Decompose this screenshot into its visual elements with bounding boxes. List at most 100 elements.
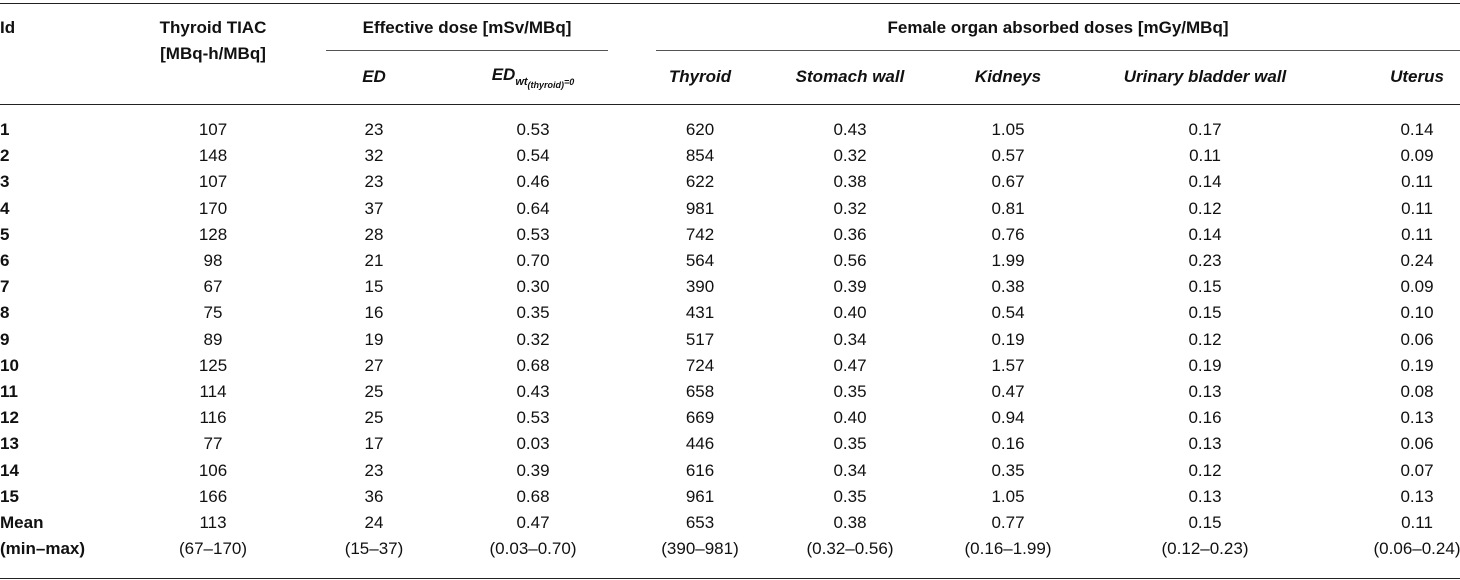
cell-stomach: 0.38: [833, 513, 867, 532]
cell-ed: 32: [364, 146, 384, 165]
cell-tiac: 166: [198, 487, 228, 506]
cell-id: Mean: [0, 513, 44, 532]
cell-ed: 19: [364, 330, 384, 349]
cell-edwt: 0.53: [516, 225, 550, 244]
cell-kidneys: 0.81: [991, 199, 1025, 218]
cell-ed: 25: [364, 408, 384, 427]
cell-bladder: 0.15: [1188, 513, 1222, 532]
cell-uterus: 0.06: [1400, 434, 1434, 453]
header-tiac-line2: [MBq-h/MBq]: [160, 44, 266, 63]
cell-kidneys: 1.57: [991, 356, 1025, 375]
cell-edwt: 0.46: [516, 172, 550, 191]
cell-uterus: 0.11: [1401, 225, 1433, 244]
cell-kidneys: (0.16–1.99): [964, 539, 1052, 558]
cell-tiac: 125: [198, 356, 228, 375]
cell-ed: 28: [364, 225, 384, 244]
cell-edwt: 0.30: [516, 277, 550, 296]
cell-id: 2: [0, 146, 10, 165]
header-id: Id: [0, 18, 16, 37]
cell-uterus: 0.24: [1400, 251, 1434, 270]
cell-id: 12: [0, 408, 19, 427]
header-kidneys: Kidneys: [974, 67, 1042, 86]
effective-dose-group-rule: [326, 50, 608, 51]
cell-tiac: 116: [199, 408, 227, 427]
cell-id: 10: [0, 356, 19, 375]
cell-ed: 23: [364, 461, 384, 480]
cell-id: 7: [0, 277, 10, 296]
cell-stomach: 0.36: [833, 225, 867, 244]
cell-kidneys: 1.05: [991, 487, 1025, 506]
cell-id: 13: [0, 434, 19, 453]
cell-bladder: 0.12: [1188, 330, 1222, 349]
cell-thyroid: 517: [685, 330, 715, 349]
cell-thyroid: 620: [685, 120, 715, 139]
cell-bladder: 0.17: [1188, 120, 1222, 139]
header-edwt-sub3: =0: [564, 77, 575, 87]
cell-edwt: 0.64: [516, 199, 550, 218]
cell-edwt: 0.68: [516, 487, 550, 506]
cell-uterus: 0.06: [1400, 330, 1434, 349]
cell-edwt: (0.03–0.70): [489, 539, 577, 558]
cell-thyroid: 658: [685, 382, 715, 401]
cell-ed: 15: [364, 277, 384, 296]
cell-tiac: (67–170): [178, 539, 248, 558]
cell-stomach: 0.56: [833, 251, 867, 270]
header-edwt: EDwt(thyroid)=0: [492, 65, 575, 90]
cell-tiac: 107: [198, 120, 228, 139]
header-edwt-sub2: (thyroid): [527, 80, 565, 90]
cell-kidneys: 0.54: [991, 303, 1025, 322]
cell-ed: 17: [364, 434, 384, 453]
cell-uterus: 0.14: [1400, 120, 1434, 139]
header-thyroid: Thyroid: [668, 67, 732, 86]
cell-tiac: 98: [203, 251, 223, 270]
cell-stomach: 0.40: [833, 303, 867, 322]
header-female-group: Female organ absorbed doses [mGy/MBq]: [887, 18, 1229, 37]
cell-tiac: 128: [198, 225, 228, 244]
cell-id: 11: [0, 382, 18, 401]
cell-ed: 24: [364, 513, 384, 532]
cell-bladder: 0.16: [1188, 408, 1222, 427]
cell-edwt: 0.03: [516, 434, 550, 453]
cell-uterus: (0.06–0.24): [1373, 539, 1460, 558]
cell-bladder: 0.23: [1188, 251, 1222, 270]
cell-edwt: 0.39: [516, 461, 550, 480]
cell-uterus: 0.11: [1401, 199, 1433, 218]
cell-thyroid: 446: [685, 434, 715, 453]
cell-thyroid: 742: [685, 225, 715, 244]
cell-thyroid: 724: [685, 356, 715, 375]
cell-bladder: 0.13: [1188, 434, 1222, 453]
cell-kidneys: 0.47: [991, 382, 1025, 401]
female-group-rule: [656, 50, 1460, 51]
cell-kidneys: 1.05: [991, 120, 1025, 139]
cell-kidneys: 0.77: [991, 513, 1025, 532]
cell-thyroid: 961: [685, 487, 715, 506]
cell-bladder: 0.12: [1188, 461, 1222, 480]
cell-kidneys: 0.35: [991, 461, 1025, 480]
cell-tiac: 170: [198, 199, 228, 218]
top-rule: [0, 3, 1460, 4]
cell-thyroid: 653: [685, 513, 715, 532]
cell-uterus: 0.09: [1400, 146, 1434, 165]
cell-thyroid: 616: [685, 461, 715, 480]
cell-uterus: 0.13: [1400, 408, 1434, 427]
cell-kidneys: 0.57: [991, 146, 1025, 165]
bottom-rule: [0, 578, 1460, 579]
cell-stomach: 0.38: [833, 172, 867, 191]
cell-edwt: 0.35: [516, 303, 550, 322]
cell-thyroid: 669: [685, 408, 715, 427]
cell-id: (min–max): [0, 539, 86, 558]
cell-ed: 36: [364, 487, 384, 506]
cell-bladder: 0.19: [1188, 356, 1222, 375]
cell-stomach: 0.35: [833, 434, 867, 453]
cell-stomach: 0.35: [833, 382, 867, 401]
cell-stomach: 0.47: [833, 356, 867, 375]
cell-ed: 25: [364, 382, 384, 401]
cell-thyroid: (390–981): [661, 539, 739, 558]
cell-stomach: 0.35: [833, 487, 867, 506]
cell-id: 15: [0, 487, 19, 506]
cell-kidneys: 1.99: [991, 251, 1025, 270]
cell-stomach: 0.32: [833, 199, 867, 218]
cell-stomach: 0.43: [833, 120, 867, 139]
cell-edwt: 0.70: [516, 251, 550, 270]
cell-uterus: 0.11: [1401, 172, 1433, 191]
